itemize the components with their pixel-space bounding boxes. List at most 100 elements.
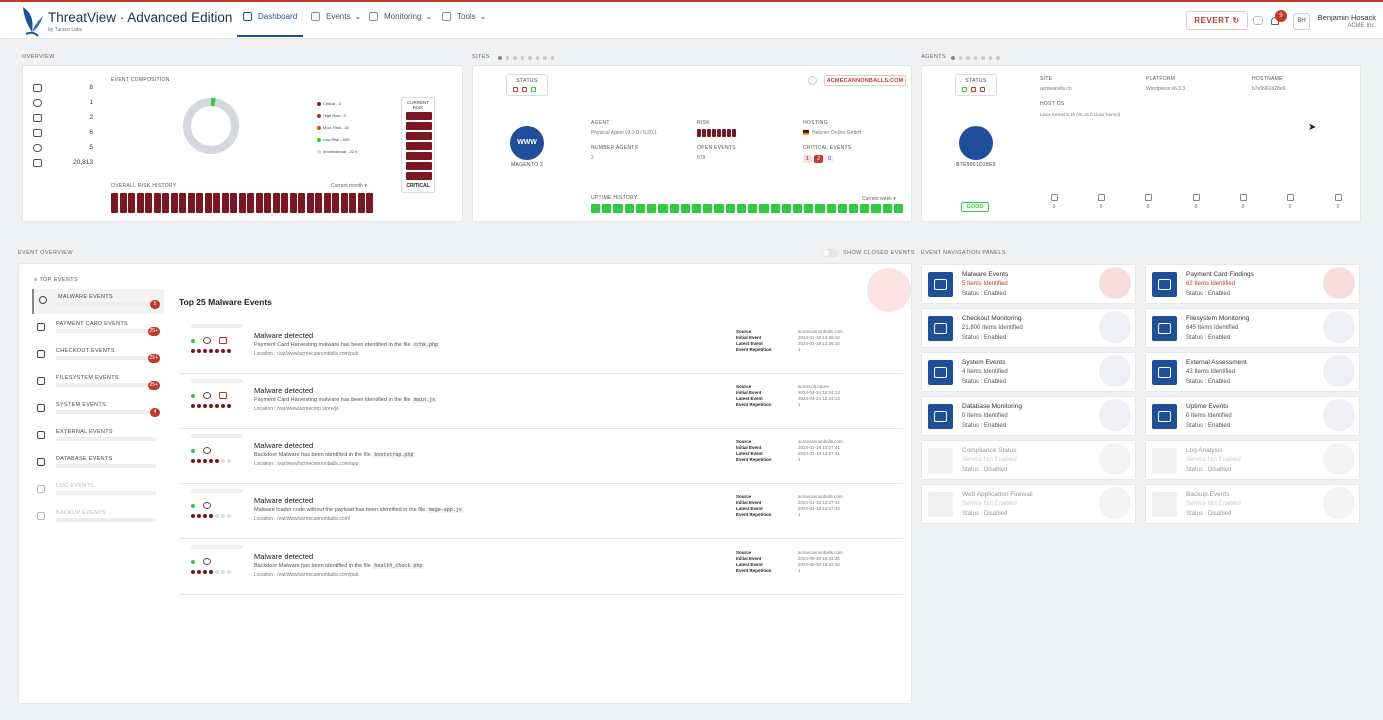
panel-name: Malware Events [962, 271, 1009, 278]
event-row[interactable]: Malware detected Payment Card Harvesting … [179, 379, 903, 429]
risk-history-bar [230, 193, 237, 213]
nav-panel-compliance-status[interactable]: Compliance Status Service Not Enabled Stat… [921, 440, 1136, 480]
risk-history-range-select[interactable]: Current month ▾ [331, 183, 367, 189]
event-row[interactable]: Malware detected Malware loader code with… [179, 489, 903, 539]
overview-count-row[interactable]: 6 [33, 128, 93, 140]
pager-dot[interactable] [973, 56, 977, 60]
pager-dot[interactable] [505, 56, 509, 60]
panel-count: 645 Items Identified [1186, 325, 1239, 331]
nav-panel-malware-events[interactable]: Malware Events 5 Items Identified Status :… [921, 264, 1136, 304]
nav-panel-external-assessment[interactable]: External Assessment 43 Items Identified St… [1145, 352, 1360, 392]
nav-monitoring[interactable]: Monitoring ⌄ [369, 12, 432, 38]
agent-counter[interactable]: 0 [1189, 194, 1203, 210]
event-row[interactable]: Malware detected Backdoor Malware has bee… [179, 545, 903, 595]
left-nav-database-events[interactable]: DATABASE EVENTS [32, 451, 164, 476]
overview-count-row[interactable]: 8 [33, 83, 93, 95]
agent-counter[interactable]: 0 [1236, 194, 1250, 210]
nav-tools[interactable]: Tools ⌄ [442, 12, 486, 38]
nav-panel-filesystem-monitoring[interactable]: Filesystem Monitoring 645 Items Identifie… [1145, 308, 1360, 348]
overview-count-row[interactable]: 1 [33, 98, 93, 110]
panel-count: 21,800 Items Identified [962, 325, 1023, 331]
count-value: 2 [89, 114, 93, 121]
event-row[interactable]: Malware detected Payment Card Harvesting … [179, 324, 903, 374]
uptime-range-select[interactable]: Current week ▾ [862, 196, 896, 202]
agents-pager[interactable] [951, 56, 1000, 60]
risk-segment [707, 129, 711, 137]
event-meta-labels: Source Initial Event Latest Event Event Rep… [736, 329, 772, 353]
nav-dashboard[interactable]: Dashboard [243, 12, 297, 38]
pager-dot[interactable] [543, 56, 547, 60]
revert-button[interactable]: REVERT ↻ [1186, 11, 1248, 30]
risk-history-bar [281, 193, 288, 213]
event-row[interactable]: Malware detected Backdoor Malware has bee… [179, 434, 903, 484]
overview-count-row[interactable]: 20,813 [33, 158, 93, 170]
nav-panel-backup-events[interactable]: Backup Events Service Not Enabled Status :… [1145, 484, 1360, 524]
notification-badge: 9 [1275, 10, 1287, 22]
overview-count-row[interactable]: 2 [33, 113, 93, 125]
event-latest: 2024-05-30 16:43:36 [798, 562, 840, 567]
pager-dot[interactable] [513, 56, 517, 60]
pager-dot[interactable] [966, 56, 970, 60]
agent-counter[interactable]: 0 [1331, 194, 1345, 210]
avatar[interactable]: BH [1293, 13, 1310, 30]
nav-events[interactable]: Events ⌄ [311, 12, 361, 38]
pager-dot[interactable] [988, 56, 992, 60]
brand[interactable]: ThreatView · Advanced Edition by Turaco … [20, 4, 240, 38]
agent-status-box[interactable]: STATUS [955, 74, 997, 96]
pager-dot[interactable] [996, 56, 1000, 60]
agent-id: B7E9961D28E9 [956, 162, 996, 168]
current-risk-box[interactable]: CURRENT RISK CRITICAL [401, 97, 435, 193]
chevron-down-icon: ⌄ [425, 12, 433, 21]
nav-panel-system-events[interactable]: System Events 4 Items Identified Status : … [921, 352, 1136, 392]
pager-dot[interactable] [528, 56, 532, 60]
nav-panel-payment-card-findings[interactable]: Payment Card Findings 62 Items Identified… [1145, 264, 1360, 304]
event-description-text: Backdoor Malware has been identified in … [254, 452, 371, 458]
left-nav-payment-card-events[interactable]: PAYMENT CARD EVENTS 25+ [32, 316, 164, 341]
left-nav-filesystem-events[interactable]: FILESYSTEM EVENTS 25+ [32, 370, 164, 395]
sites-pager[interactable] [498, 56, 554, 60]
severity-dot [221, 349, 225, 353]
pager-dot[interactable] [550, 56, 554, 60]
event-composition-donut[interactable] [181, 96, 241, 156]
pager-dot[interactable] [498, 56, 502, 60]
pager-dot[interactable] [535, 56, 539, 60]
counter-value: 0 [1099, 204, 1103, 210]
nav-panel-uptime-events[interactable]: Uptime Events 0 Items Identified Status : … [1145, 396, 1360, 436]
pager-dot[interactable] [981, 56, 985, 60]
site-domain-badge[interactable]: ACMECANNONBALLS.COM [824, 75, 906, 86]
left-nav-system-events[interactable]: SYSTEM EVENTS 4 [32, 397, 164, 422]
log-icon [1152, 448, 1177, 473]
pager-dot[interactable] [520, 56, 524, 60]
overview-count-row[interactable]: 5 [33, 143, 93, 155]
left-nav-log-events[interactable]: LOG EVENTS [32, 478, 164, 503]
panel-watermark-icon [1099, 443, 1131, 475]
left-nav-malware-events[interactable]: MALWARE EVENTS 5 [32, 289, 164, 314]
agent-label: AGENT [591, 120, 610, 126]
pager-dot[interactable] [958, 56, 962, 60]
agent-counter[interactable]: 0 [1047, 194, 1061, 210]
nav-panel-web-application-firewall[interactable]: Web Application Firewall Service Not Enab… [921, 484, 1136, 524]
show-closed-toggle[interactable] [822, 249, 838, 257]
chat-icon[interactable] [1253, 16, 1263, 25]
counter-value: 0 [1194, 204, 1198, 210]
site-status-box[interactable]: STATUS [506, 74, 548, 96]
user-name[interactable]: Benjamin Hosack [1317, 13, 1376, 22]
agent-counter[interactable]: 0 [1283, 194, 1297, 210]
left-nav-backup-events[interactable]: BACKUP EVENTS [32, 505, 164, 530]
nav-panel-checkout-monitoring[interactable]: Checkout Monitoring 21,800 Items Identifi… [921, 308, 1136, 348]
left-nav-subtext [56, 491, 156, 495]
agent-counter[interactable]: 0 [1094, 194, 1108, 210]
left-nav-subtext [56, 410, 156, 414]
left-nav-subtext [56, 356, 156, 360]
uptime-bar [837, 204, 848, 213]
critical-events-values[interactable]: 1 2 0 [803, 155, 835, 163]
pager-dot[interactable] [951, 56, 955, 60]
left-nav-external-events[interactable]: EXTERNAL EVENTS [32, 424, 164, 449]
agent-counter[interactable]: 0 [1141, 194, 1155, 210]
risk-history-bar [204, 193, 212, 213]
nav-panel-database-monitoring[interactable]: Database Monitoring 0 Items Identified Sta… [921, 396, 1136, 436]
event-count-badge: 25+ [147, 327, 160, 336]
show-closed-label: SHOW CLOSED EVENTS [843, 250, 915, 256]
left-nav-checkout-events[interactable]: CHECKOUT EVENTS 25+ [32, 343, 164, 368]
nav-panel-log-analysis[interactable]: Log Analysis Service Not Enabled Status : … [1145, 440, 1360, 480]
